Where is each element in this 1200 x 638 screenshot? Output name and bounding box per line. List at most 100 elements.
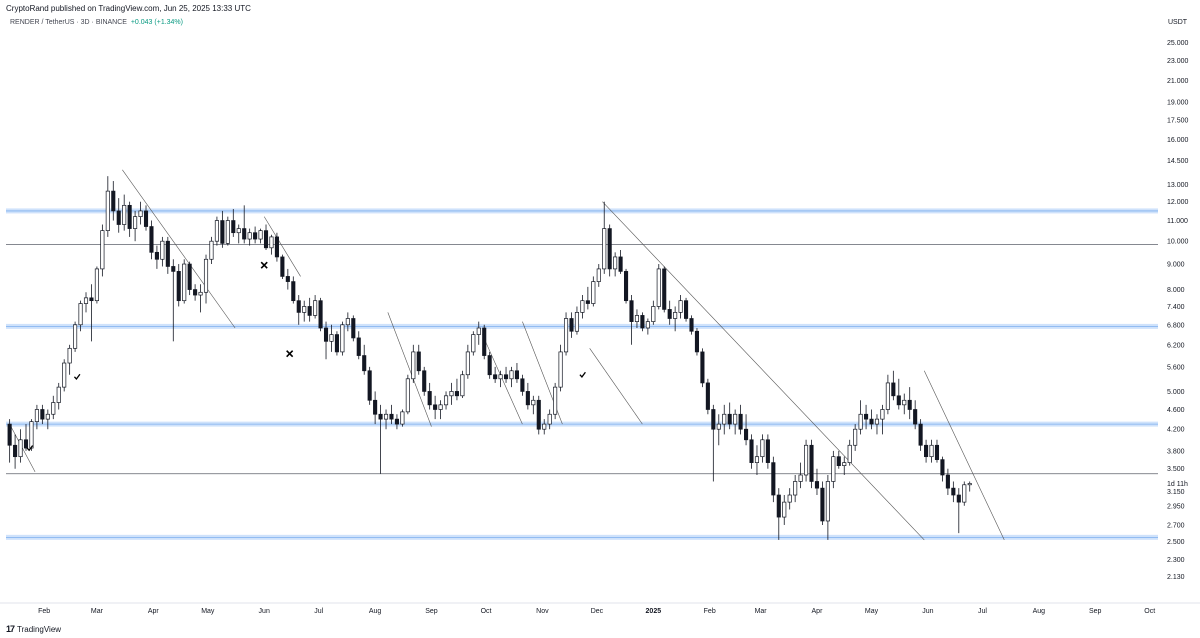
price-axis[interactable]: 25.000 23.000 21.000 19.000 17.500 16.000 14.5…	[1167, 40, 1189, 581]
tradingview-footer[interactable]: 17 TradingView	[6, 624, 61, 634]
candle-body	[165, 240, 170, 267]
candle	[94, 266, 99, 304]
candle	[318, 297, 323, 332]
candle-body	[171, 266, 176, 272]
time-tick-label: Apr	[812, 608, 824, 615]
time-tick-label: Jun	[922, 608, 933, 615]
candle	[645, 318, 650, 335]
time-tick-label: 2025	[646, 608, 662, 615]
candle-body	[149, 226, 154, 253]
candle	[547, 409, 552, 430]
candle-body	[503, 374, 509, 380]
candle-body	[847, 444, 852, 463]
candle	[722, 404, 727, 435]
price-tick-label: 13.000	[1167, 182, 1189, 189]
trendline	[122, 169, 236, 329]
time-tick-label: Aug	[1033, 608, 1046, 615]
candle-body	[340, 324, 345, 353]
time-tick-label: Jun	[259, 608, 270, 615]
candle	[231, 209, 236, 237]
candle	[400, 409, 405, 427]
candle	[116, 198, 121, 233]
price-tick-label: 2.300	[1167, 557, 1185, 564]
time-tick-label: Nov	[536, 608, 549, 615]
candle-body	[383, 413, 389, 420]
candle	[574, 306, 580, 335]
candle	[662, 266, 667, 313]
symbol-info[interactable]: RENDER / TetherUS · 3D · BINANCE +0.043 …	[10, 19, 183, 26]
candle-body	[924, 444, 929, 458]
candle	[225, 216, 230, 246]
candle	[193, 284, 198, 301]
candle	[351, 315, 356, 342]
candle	[520, 374, 525, 396]
candle	[694, 327, 700, 356]
candle-body	[793, 481, 798, 496]
candle-body	[23, 439, 29, 449]
candle	[111, 181, 116, 221]
candle	[23, 424, 29, 451]
candle-body	[765, 439, 770, 463]
candle	[83, 292, 89, 313]
time-tick-label: Feb	[38, 608, 50, 615]
candle-body	[78, 303, 83, 326]
candle-body	[820, 487, 825, 522]
candle-body	[738, 413, 743, 430]
candle-body	[956, 494, 961, 503]
candle	[951, 481, 956, 503]
candle-body	[225, 220, 230, 244]
candle	[493, 366, 498, 383]
candle	[563, 312, 569, 356]
candle-body	[45, 413, 50, 420]
currency-label: USDT	[1168, 19, 1188, 26]
candle-body	[509, 370, 514, 380]
candle-body	[133, 216, 138, 229]
candle	[934, 439, 940, 463]
candle	[607, 224, 612, 277]
candle	[422, 366, 427, 396]
candle	[405, 374, 410, 415]
candle	[449, 382, 454, 405]
candle-body	[214, 220, 219, 242]
candle-body	[760, 439, 765, 458]
candle-body	[727, 413, 732, 425]
candle-body	[318, 300, 323, 329]
candle	[7, 419, 12, 463]
tradingview-logo-icon: 17	[6, 624, 15, 634]
candle	[531, 395, 536, 415]
candle	[40, 404, 45, 425]
price-tick-label: 11.000	[1167, 218, 1188, 225]
time-axis[interactable]: Feb Mar Apr May Jun Jul Aug Sep Oct Nov Dec 2025 Feb…	[38, 608, 1155, 615]
candle-body	[334, 334, 339, 353]
candle	[122, 194, 127, 231]
price-tick-label: 7.400	[1167, 304, 1185, 311]
candle	[967, 481, 972, 492]
candle-body	[351, 318, 356, 339]
candle	[13, 434, 18, 469]
candle-body	[236, 228, 241, 234]
candle	[433, 395, 438, 420]
candle-body	[187, 263, 192, 290]
price-tick-label: 3.500	[1167, 466, 1185, 473]
time-tick-label: Sep	[425, 608, 438, 615]
candle	[482, 324, 487, 360]
candle	[378, 404, 383, 474]
candle-body	[907, 399, 912, 410]
candle-body	[842, 462, 847, 466]
candle-body	[94, 268, 99, 302]
candle-body	[400, 411, 405, 425]
candle-body	[345, 318, 350, 326]
candle	[858, 400, 863, 435]
candle-body	[613, 256, 618, 270]
candle	[100, 224, 105, 277]
time-tick-label: Oct	[481, 608, 492, 615]
candle	[880, 404, 885, 435]
candle	[394, 414, 399, 430]
time-tick-label: Feb	[704, 608, 716, 615]
candle-body	[711, 409, 716, 430]
candle	[596, 264, 601, 287]
candle	[143, 205, 149, 231]
candle	[874, 414, 880, 435]
candle-body	[607, 228, 612, 270]
